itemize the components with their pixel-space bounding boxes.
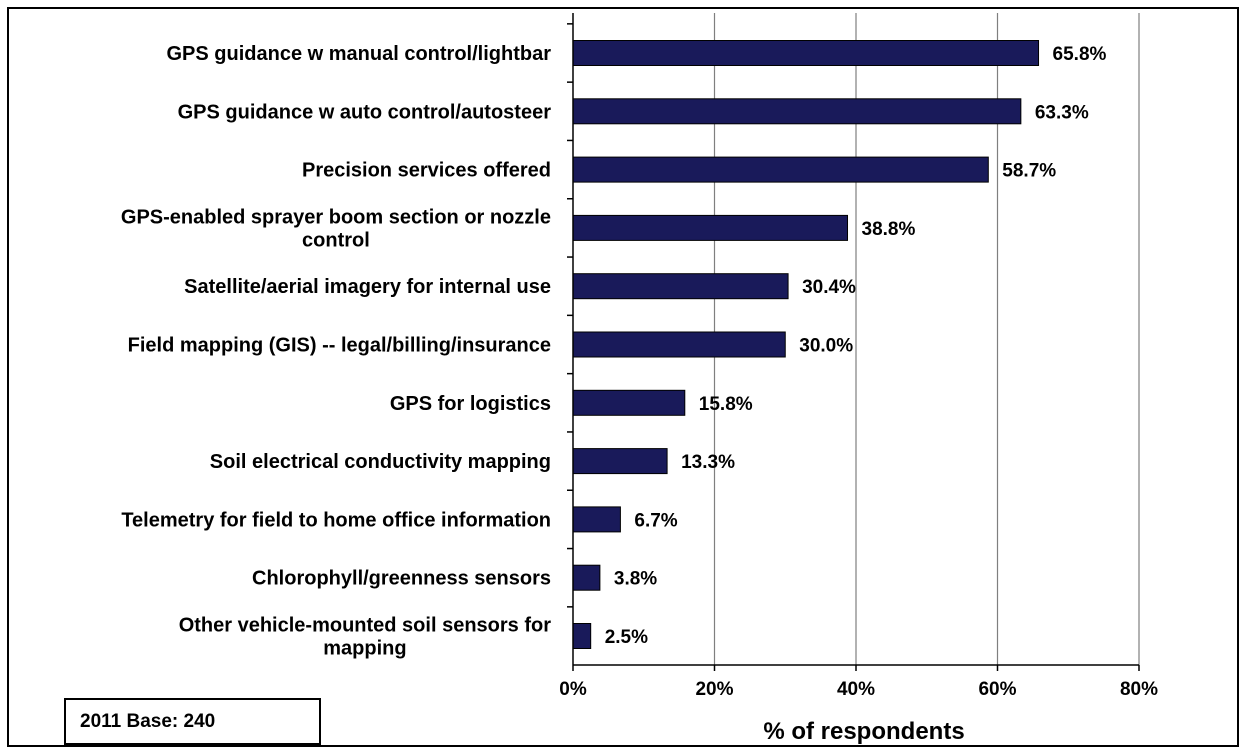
bar-chart: GPS guidance w manual control/lightbar GP… [121,13,1158,745]
data-label: 13.3% [681,452,735,473]
data-label: 63.3% [1035,102,1089,123]
x-tick-label: 0% [559,679,587,700]
data-label: 15.8% [699,394,753,415]
axes [567,13,1140,671]
category-label: Soil electrical conductivity mapping [210,451,551,473]
data-label: 3.8% [614,569,657,590]
bars [572,40,1040,649]
bar [572,389,686,416]
data-label: 38.8% [862,219,916,240]
x-tick-label: 40% [837,679,875,700]
data-label: 6.7% [634,510,677,531]
base-note: 2011 Base: 240 [64,698,321,745]
bar [572,623,592,649]
bar [572,156,989,183]
data-label: 30.4% [802,277,856,298]
bar [572,506,621,533]
x-tick-label: 80% [1120,679,1158,700]
bar [572,98,1022,125]
bar [572,331,786,358]
category-label: GPS for logistics [390,393,551,415]
category-label: Telemetry for field to home office infor… [121,509,551,531]
category-label: Precision services offered [302,160,551,182]
value-labels: 65.8% 63.3% 58.7% 38.8% 30.4% 30.0% 15.8% 13.3%… [605,44,1107,648]
bar [572,273,789,300]
bar [572,40,1040,66]
category-label: Satellite/aerial imagery for internal us… [184,276,551,298]
x-tick-labels: 0% 20% 40% 60% 80% [559,679,1158,700]
category-label: mapping [323,638,406,660]
x-axis-title: % of respondents [763,718,964,745]
x-tick-label: 60% [978,679,1016,700]
category-label: GPS guidance w auto control/autosteer [178,101,552,123]
data-label: 2.5% [605,627,648,648]
category-label: GPS-enabled sprayer boom section or nozz… [121,206,551,228]
bar [572,448,668,475]
chart-frame: GPS guidance w manual control/lightbar GP… [7,7,1239,747]
data-label: 65.8% [1053,44,1107,65]
category-label: Field mapping (GIS) -- legal/billing/ins… [128,335,551,357]
category-label: GPS guidance w manual control/lightbar [167,43,552,65]
data-label: 30.0% [799,336,853,357]
category-labels: GPS guidance w manual control/lightbar GP… [121,43,551,660]
data-label: 58.7% [1002,161,1056,182]
category-label: Chlorophyll/greenness sensors [252,568,551,590]
x-tick-label: 20% [695,679,733,700]
category-label: Other vehicle-mounted soil sensors for [179,615,552,637]
bar [572,564,601,591]
category-label: control [302,229,370,251]
bar [572,214,849,241]
